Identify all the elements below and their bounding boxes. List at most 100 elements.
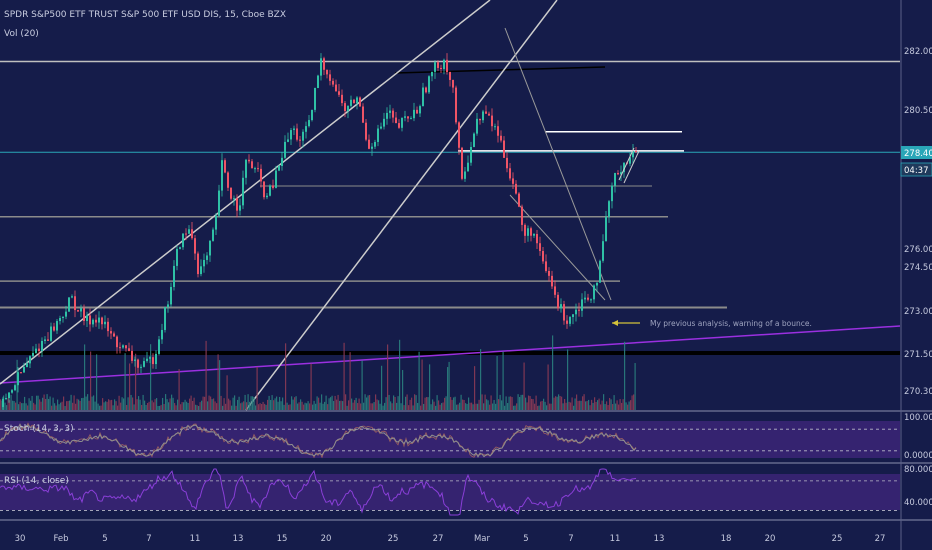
- volume-bar: [432, 399, 434, 410]
- volume-bar: [429, 364, 431, 410]
- volume-bar: [171, 394, 173, 410]
- volume-bar: [561, 396, 563, 410]
- volume-bar: [69, 400, 71, 410]
- volume-bar: [312, 404, 314, 410]
- volume-bar: [94, 401, 96, 410]
- candle-body: [569, 317, 571, 324]
- volume-bar: [252, 396, 254, 410]
- time-axis-tick: 30: [15, 534, 26, 544]
- candle-body: [224, 160, 226, 173]
- volume-bar: [562, 403, 564, 410]
- volume-bar: [514, 405, 516, 410]
- volume-bar: [354, 400, 356, 410]
- volume-bar: [102, 398, 104, 410]
- volume-bar: [126, 404, 128, 410]
- volume-bar: [187, 402, 189, 410]
- volume-bar: [271, 395, 273, 410]
- candle-body: [74, 296, 76, 311]
- volume-bar: [369, 395, 371, 410]
- volume-bar: [115, 401, 117, 410]
- candle-body: [395, 117, 397, 124]
- volume-bar: [444, 397, 446, 410]
- candle-body: [563, 304, 565, 321]
- volume-bar: [624, 341, 626, 410]
- projection-line-a: [618, 147, 635, 181]
- candle-body: [389, 110, 391, 113]
- candle-body: [239, 205, 241, 211]
- volume-bar: [76, 398, 78, 410]
- volume-bar: [552, 335, 554, 410]
- volume-bar: [460, 394, 462, 410]
- volume-bar: [397, 396, 399, 410]
- volume-bar: [267, 399, 269, 410]
- candle-body: [20, 372, 22, 374]
- volume-bar: [489, 404, 491, 410]
- volume-bar: [67, 401, 69, 410]
- time-axis-tick: 25: [388, 534, 399, 544]
- volume-bar: [385, 397, 387, 410]
- candle-body: [437, 62, 439, 68]
- candle-body: [275, 170, 277, 188]
- rsi-axis-tick: 80.0000: [904, 465, 932, 475]
- volume-bar: [213, 398, 215, 410]
- candle-body: [566, 320, 568, 324]
- candle-body: [539, 243, 541, 251]
- volume-bar: [469, 402, 471, 410]
- candle-body: [419, 106, 421, 114]
- volume-bar: [459, 402, 461, 410]
- volume-bar: [51, 405, 53, 410]
- volume-bar: [633, 394, 635, 410]
- volume-bar: [600, 404, 602, 410]
- time-axis-tick: 13: [233, 534, 244, 544]
- volume-bar: [313, 400, 315, 410]
- candle-body: [560, 304, 562, 309]
- rsi-line: [0, 468, 637, 516]
- candle-body: [530, 228, 532, 236]
- volume-bar: [394, 396, 396, 410]
- volume-bar: [105, 401, 107, 410]
- candle-body: [125, 345, 127, 349]
- volume-bar: [406, 394, 408, 410]
- candle-body: [428, 76, 430, 93]
- time-axis-tick: 18: [721, 534, 732, 544]
- candle-body: [317, 75, 319, 88]
- candle-body: [491, 115, 493, 127]
- candle-body: [53, 326, 55, 331]
- price-axis-tick: 274.50: [904, 263, 932, 273]
- volume-bar: [363, 402, 365, 410]
- volume-bar: [495, 403, 497, 410]
- candle-body: [119, 347, 121, 349]
- candle-body: [353, 99, 355, 104]
- candle-body: [23, 367, 25, 373]
- volume-bar: [333, 400, 335, 410]
- volume-bar: [421, 359, 423, 410]
- volume-bar: [505, 396, 507, 410]
- volume-bar: [529, 396, 531, 410]
- volume-bar: [265, 404, 267, 410]
- volume-bar: [114, 399, 116, 410]
- volume-bar: [547, 364, 549, 410]
- volume-bar: [12, 400, 14, 410]
- candle-body: [515, 183, 517, 194]
- volume-bar: [18, 404, 20, 410]
- candle-body: [551, 275, 553, 287]
- volume-bar: [183, 402, 185, 410]
- volume-bar: [244, 394, 246, 410]
- candle-body: [476, 118, 478, 134]
- volume-bar: [97, 403, 99, 410]
- volume-bar: [130, 394, 132, 410]
- volume-bar: [261, 403, 263, 410]
- volume-bar: [165, 394, 167, 410]
- price-axis-tick: 282.00: [904, 47, 932, 57]
- candle-body: [524, 224, 526, 236]
- volume-bar: [100, 405, 102, 410]
- volume-bar: [241, 402, 243, 410]
- volume-bar: [327, 404, 329, 410]
- volume-bar: [159, 405, 161, 410]
- volume-bar: [358, 398, 360, 410]
- volume-bar: [402, 370, 404, 410]
- candle-body: [41, 340, 43, 352]
- candle-body: [326, 69, 328, 75]
- candle-body: [80, 308, 82, 312]
